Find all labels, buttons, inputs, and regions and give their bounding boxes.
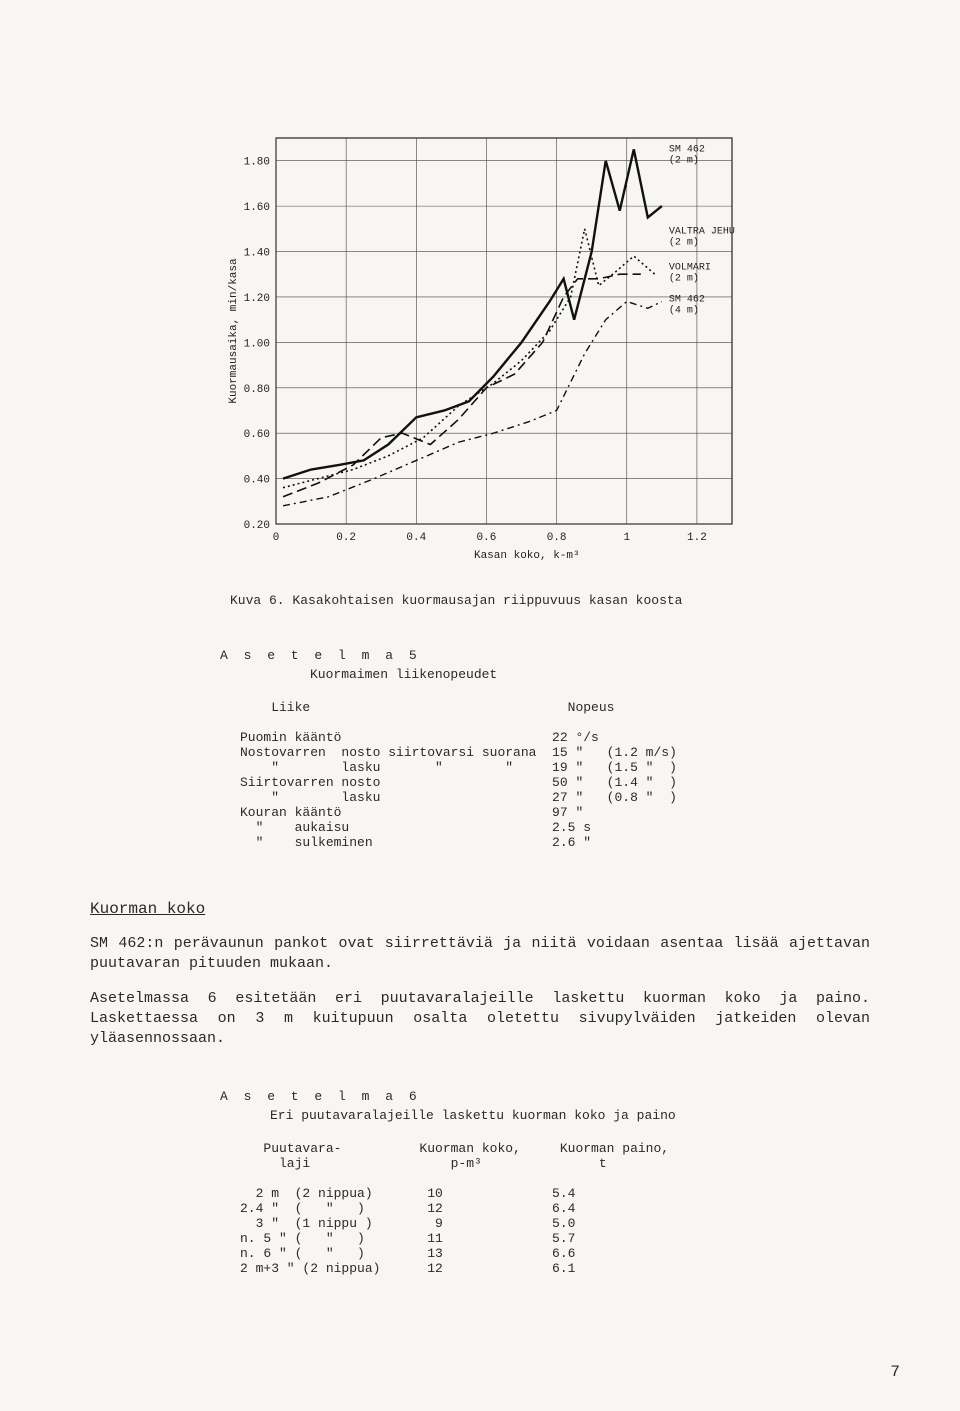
svg-text:0.6: 0.6: [477, 532, 497, 544]
svg-text:Kasan koko, k-m³: Kasan koko, k-m³: [474, 550, 580, 562]
svg-text:0.2: 0.2: [336, 532, 356, 544]
svg-text:SM 462: SM 462: [669, 145, 705, 156]
svg-text:0.40: 0.40: [244, 475, 270, 487]
svg-text:(4 m): (4 m): [669, 304, 699, 316]
svg-text:(2 m): (2 m): [669, 236, 699, 248]
asetelma6-table: Puutavara- Kuorman koko, Kuorman paino, …: [240, 1141, 870, 1276]
svg-text:1: 1: [623, 532, 630, 544]
svg-text:1.80: 1.80: [244, 157, 270, 169]
asetelma6-title: A s e t e l m a 6: [220, 1089, 870, 1104]
page-number: 7: [890, 1363, 900, 1381]
paragraph-2: Asetelmassa 6 esitetään eri puutavaralaj…: [90, 989, 870, 1050]
svg-text:(2 m): (2 m): [669, 273, 699, 285]
svg-text:0.80: 0.80: [244, 384, 270, 396]
svg-text:0.4: 0.4: [406, 532, 426, 544]
svg-text:1.00: 1.00: [244, 338, 270, 350]
svg-text:1.60: 1.60: [244, 202, 270, 214]
heading-kuorman-koko: Kuorman koko: [90, 900, 870, 918]
paragraph-1: SM 462:n perävaunun pankot ovat siirrett…: [90, 934, 870, 975]
svg-text:0: 0: [273, 532, 280, 544]
svg-text:VOLMARI: VOLMARI: [669, 263, 711, 274]
svg-text:(2 m): (2 m): [669, 155, 699, 167]
svg-text:0.60: 0.60: [244, 429, 270, 441]
svg-text:Kuormausaika, min/kasa: Kuormausaika, min/kasa: [228, 258, 240, 404]
asetelma5-table: Liike Nopeus Puomin kääntö 22 °/s Nostov…: [240, 700, 870, 850]
svg-text:0.8: 0.8: [547, 532, 567, 544]
svg-text:0.20: 0.20: [244, 520, 270, 532]
svg-text:1.2: 1.2: [687, 532, 707, 544]
svg-text:1.40: 1.40: [244, 248, 270, 260]
figure-caption: Kuva 6. Kasakohtaisen kuormausajan riipp…: [230, 593, 870, 608]
svg-text:SM 462: SM 462: [669, 294, 705, 305]
asetelma5-subtitle: Kuormaimen liikenopeudet: [310, 667, 870, 682]
asetelma5-title: A s e t e l m a 5: [220, 648, 870, 663]
svg-text:1.20: 1.20: [244, 293, 270, 305]
chart-kuormausaika: 0 0.2 0.4 0.6 0.8 1 1.2 0.20 0.40 0.60 0.80 1.00 1.2…: [220, 130, 740, 570]
svg-text:VALTRA JEHU: VALTRA JEHU: [669, 226, 735, 237]
asetelma6-subtitle: Eri puutavaralajeille laskettu kuorman k…: [270, 1108, 870, 1123]
